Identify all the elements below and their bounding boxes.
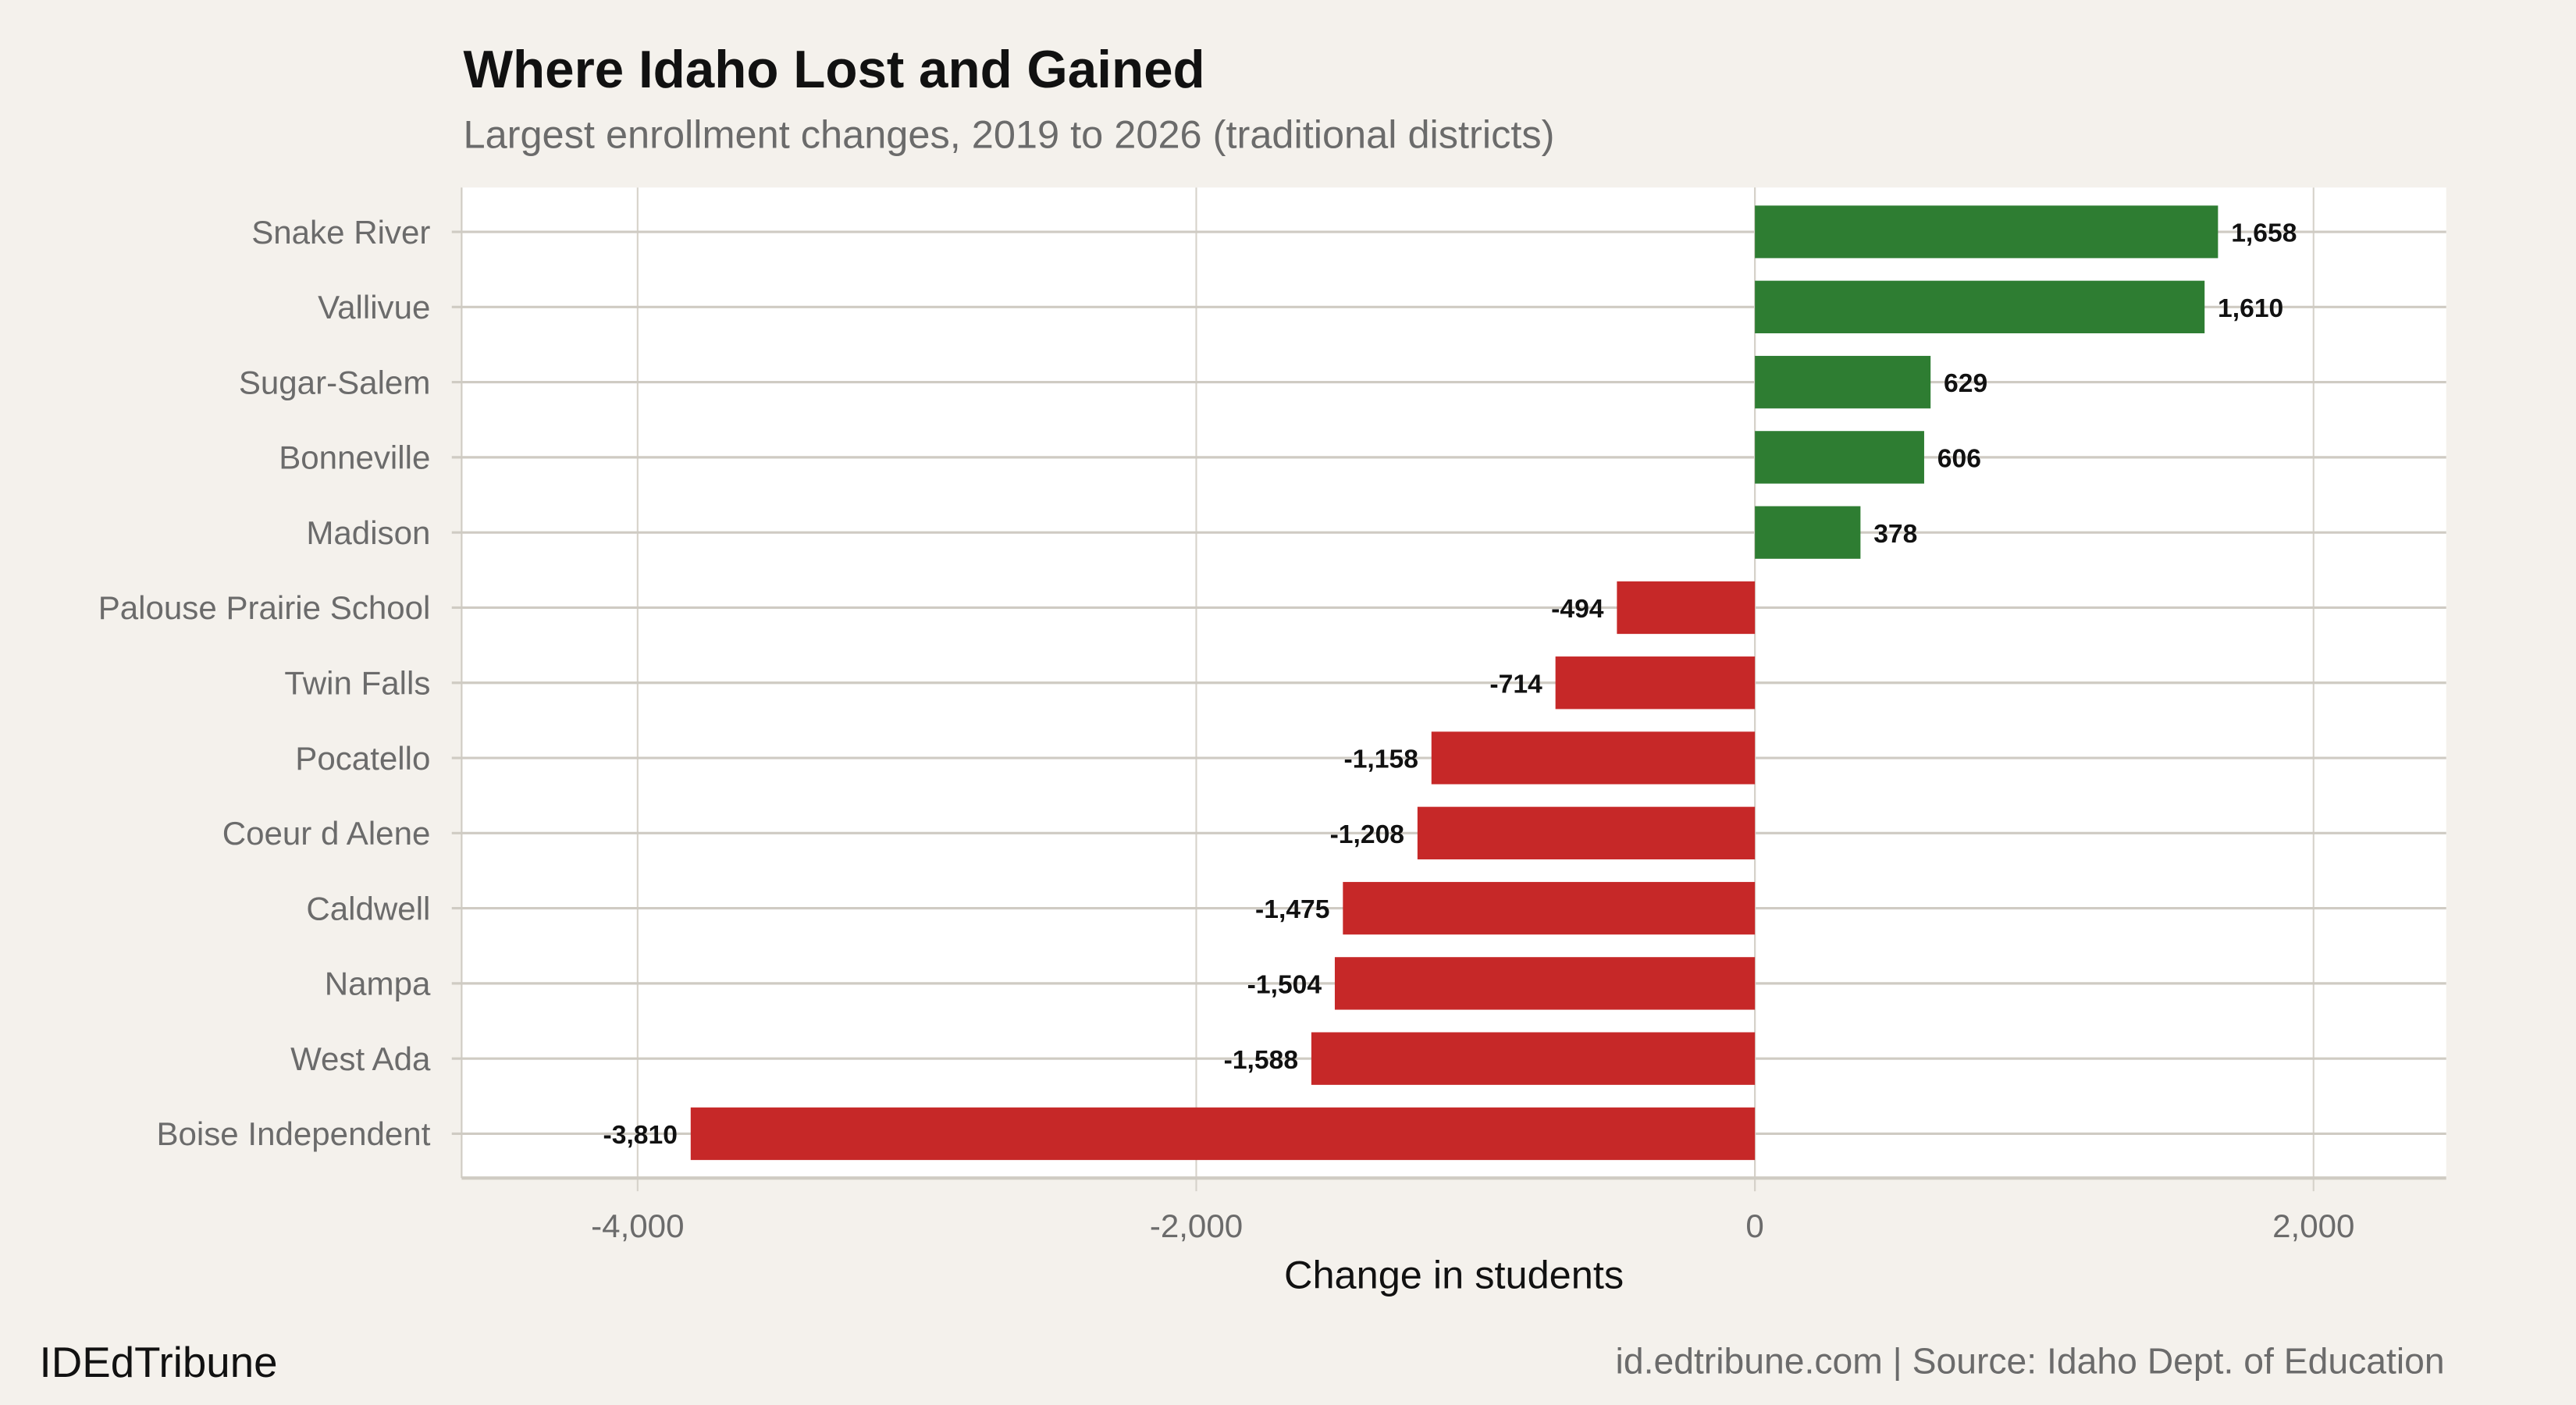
y-tick-label: Palouse Prairie School — [98, 589, 431, 626]
bar — [1343, 881, 1756, 935]
x-tick-label: 2,000 — [2272, 1208, 2354, 1244]
y-tick-label: Snake River — [251, 214, 430, 251]
data-label: -1,504 — [1247, 971, 1322, 1000]
x-tick-label: 0 — [1745, 1208, 1763, 1244]
bar — [1417, 806, 1756, 859]
y-tick-label: Pocatello — [295, 740, 430, 777]
x-tick-label: -4,000 — [591, 1208, 684, 1244]
bar — [690, 1107, 1756, 1161]
x-axis-ticks: -4,000 -2,000 0 2,000 — [591, 1208, 2354, 1244]
y-tick-label: Boise Independent — [156, 1115, 430, 1152]
y-tick-label: Twin Falls — [284, 664, 430, 701]
x-axis-title: Change in students — [1284, 1252, 1624, 1297]
data-label: -494 — [1551, 595, 1604, 624]
y-axis-labels: Snake River Vallivue Sugar-Salem Bonneville… — [98, 214, 431, 1152]
y-tick-label: West Ada — [290, 1040, 431, 1077]
data-label: -1,475 — [1255, 895, 1329, 924]
chart-subtitle: Largest enrollment changes, 2019 to 2026… — [463, 112, 1554, 157]
footer-source: id.edtribune.com | Source: Idaho Dept. o… — [1616, 1341, 2445, 1382]
data-label: -3,810 — [603, 1121, 678, 1150]
bar — [1431, 731, 1756, 784]
bar — [1755, 280, 2205, 333]
bar — [1334, 957, 1756, 1010]
bar — [1755, 205, 2218, 258]
bar — [1755, 431, 1924, 484]
y-tick-label: Coeur d Alene — [222, 815, 431, 852]
value-labels: 1,658 1,610 629 606 378 -494 -714 -1,158 -1,208 -… — [603, 219, 2297, 1150]
data-label: 1,658 — [2231, 219, 2297, 248]
y-tick-label: Vallivue — [318, 289, 430, 325]
bar — [1617, 581, 1756, 635]
data-label: -1,158 — [1343, 745, 1418, 774]
y-tick-label: Nampa — [325, 966, 431, 1002]
bars — [690, 205, 2218, 1161]
data-label: 629 — [1944, 369, 1987, 398]
footer-brand: IDEdTribune — [40, 1338, 278, 1386]
data-label: -1,208 — [1330, 820, 1404, 849]
y-tick-label: Bonneville — [279, 439, 430, 476]
data-label: 1,610 — [2218, 294, 2283, 323]
bar — [1555, 656, 1756, 710]
bar — [1755, 506, 1861, 559]
data-label: 606 — [1937, 445, 1981, 474]
y-tick-label: Caldwell — [306, 890, 430, 927]
y-tick-label: Sugar-Salem — [239, 364, 431, 400]
chart-title: Where Idaho Lost and Gained — [463, 41, 1204, 99]
x-tick-label: -2,000 — [1150, 1208, 1243, 1244]
y-tick-label: Madison — [306, 514, 430, 551]
bar — [1755, 355, 1931, 409]
data-label: -714 — [1489, 670, 1542, 699]
data-label: -1,588 — [1224, 1046, 1298, 1075]
bar — [1311, 1032, 1756, 1085]
data-label: 378 — [1873, 520, 1917, 549]
